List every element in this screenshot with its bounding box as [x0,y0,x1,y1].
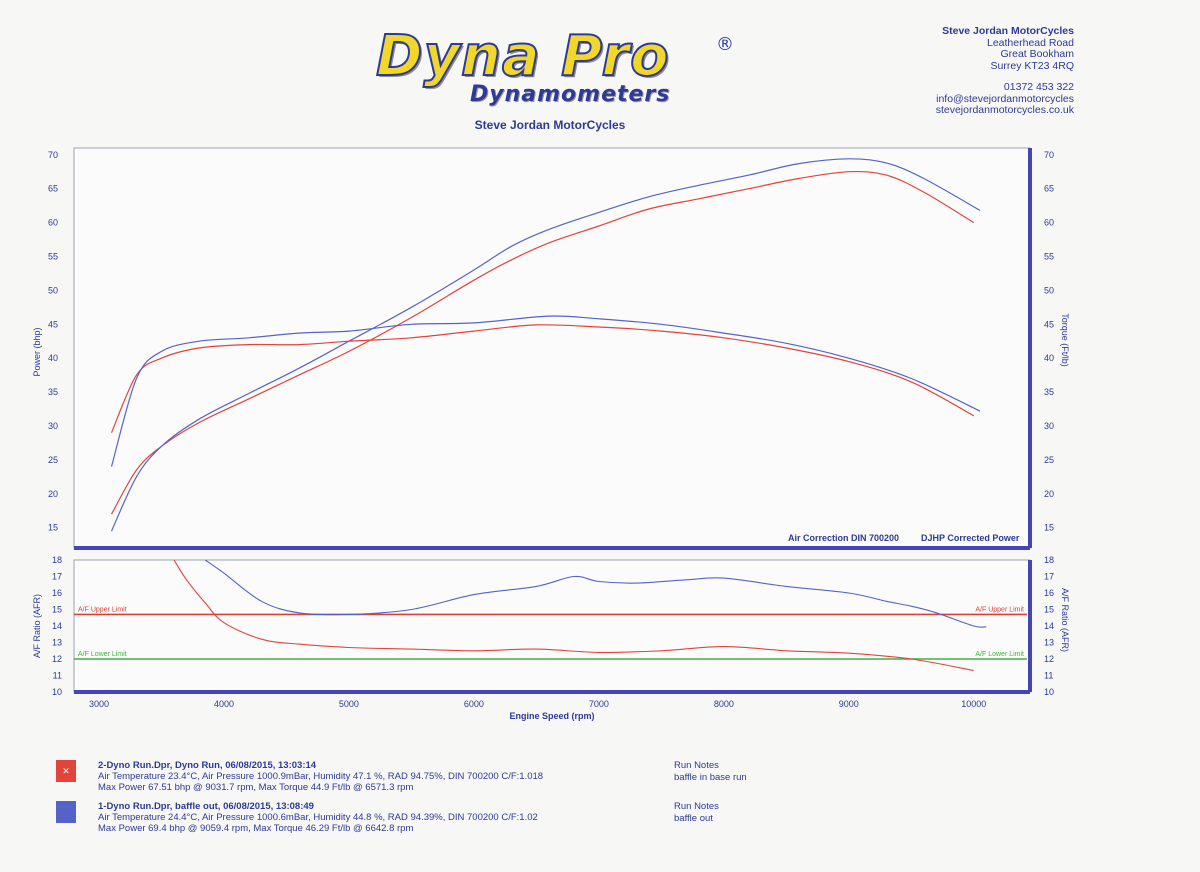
address-block: Steve Jordan MotorCycles Leatherhead Roa… [935,25,1074,117]
power-axis-label: Power (bhp) [32,327,42,376]
afr-tick-label: 18 [52,555,62,565]
address-line1: Leatherhead Road [987,36,1074,49]
power-panel-frame [73,147,1031,549]
afr-tick-label-right: 14 [1044,621,1054,631]
torque-axis-label: Torque (Ft/lb) [1060,313,1070,367]
blue-run-power-curve [110,158,981,532]
torque-tick-label: 45 [1044,319,1054,329]
blue-run-notes: baffle out [674,813,713,824]
address-email: info@stevejordanmotorcycles [936,92,1074,105]
torque-tick-label: 60 [1044,218,1054,228]
red-run-max: Max Power 67.51 bhp @ 9031.7 rpm, Max To… [98,782,414,793]
torque-tick-label: 40 [1044,353,1054,363]
blue-run-title: 1-Dyno Run.Dpr, baffle out, 06/08/2015, … [98,801,314,812]
power-tick-label: 15 [48,523,58,533]
power-tick-label: 65 [48,184,58,194]
torque-tick-label: 15 [1044,523,1054,533]
report-subtitle: Steve Jordan MotorCycles [474,118,626,132]
afr-lower-limit-label: A/F Lower Limit [78,651,127,658]
red-run-afr-curve [173,560,974,672]
red-run-notes-label: Run Notes [674,760,719,771]
afr-tick-label-right: 15 [1044,605,1054,615]
address-line3: Surrey KT23 4RQ [990,59,1074,72]
rpm-tick-label: 9000 [839,699,859,709]
afr-tick-label-right: 18 [1044,555,1054,565]
corrected-power-note: DJHP Corrected Power [921,533,1020,543]
afr-tick-label: 16 [52,588,62,598]
address-phone: 01372 453 322 [1003,81,1074,93]
red-run-swatch: ✕ [56,760,76,782]
rpm-tick-label: 3000 [89,699,109,709]
rpm-tick-label: 8000 [714,699,734,709]
torque-tick-label: 55 [1044,251,1054,261]
afr-tick-label: 15 [52,605,62,615]
afr-panel-frame [73,559,1031,693]
power-tick-label: 35 [48,387,58,397]
torque-tick-label: 50 [1044,285,1054,295]
afr-tick-label-right: 12 [1044,654,1054,664]
power-tick-label: 40 [48,353,58,363]
power-tick-label: 55 [48,251,58,261]
afr-tick-label: 10 [52,687,62,697]
power-tick-label: 30 [48,421,58,431]
afr-tick-label-right: 16 [1044,588,1054,598]
afr-tick-label-right: 11 [1044,671,1053,681]
afr-lower-limit-label: A/F Lower Limit [975,651,1024,658]
torque-tick-label: 20 [1044,489,1054,499]
afr-tick-label: 11 [53,671,62,681]
torque-tick-label: 70 [1044,150,1054,160]
power-tick-label: 20 [48,489,58,499]
afr-upper-limit-label: A/F Upper Limit [975,606,1024,613]
rpm-tick-label: 4000 [214,699,234,709]
address-line2: Great Bookham [1000,48,1074,60]
torque-tick-label: 25 [1044,455,1054,465]
afr-tick-label: 17 [52,572,62,582]
red-run-notes: baffle in base run [674,772,747,783]
torque-tick-label: 30 [1044,421,1054,431]
logo-subtitle: Dynamometers [470,82,671,107]
rpm-tick-label: 6000 [464,699,484,709]
red-run-title: 2-Dyno Run.Dpr, Dyno Run, 06/08/2015, 13… [98,760,317,771]
torque-tick-label: 65 [1044,184,1054,194]
afr-axis-label-right: A/F Ratio (AFR) [1060,588,1070,652]
blue-run-swatch [56,801,76,823]
address-web: stevejordanmotorcycles.co.uk [935,104,1074,116]
rpm-tick-label: 7000 [589,699,609,709]
blue-run-notes-label: Run Notes [674,801,719,812]
logo-main-text: Dyna Pro [375,23,670,90]
red-run-conditions: Air Temperature 23.4°C, Air Pressure 100… [98,771,544,782]
air-correction-note: Air Correction DIN 700200 [788,533,899,543]
rpm-tick-label: 5000 [339,699,359,709]
blue-run-afr-curve [204,560,987,628]
afr-tick-label: 12 [52,654,62,664]
power-tick-label: 25 [48,455,58,465]
afr-tick-label-right: 13 [1044,638,1054,648]
red-run-power-curve [110,170,975,515]
power-tick-label: 60 [48,218,58,228]
power-tick-label: 45 [48,319,58,329]
afr-tick-label-right: 10 [1044,687,1054,697]
torque-tick-label: 35 [1044,387,1054,397]
power-tick-label: 50 [48,285,58,295]
rpm-tick-label: 10000 [961,699,986,709]
logo-registered-mark: ® [716,34,734,55]
blue-run-max: Max Power 69.4 bhp @ 9059.4 rpm, Max Tor… [98,823,414,834]
afr-axis-label: A/F Ratio (AFR) [32,594,42,658]
red-run-torque-curve [110,324,975,433]
afr-upper-limit-label: A/F Upper Limit [78,606,127,613]
dynapro-logo: Dyna Pro ® Dynamometers [360,23,760,114]
afr-tick-label-right: 17 [1044,572,1054,582]
afr-tick-label: 13 [52,638,62,648]
blue-run-conditions: Air Temperature 24.4°C, Air Pressure 100… [98,812,538,823]
afr-tick-label: 14 [52,621,62,631]
power-tick-label: 70 [48,150,58,160]
x-axis-label: Engine Speed (rpm) [509,711,594,721]
blue-run-torque-curve [110,315,981,467]
address-company: Steve Jordan MotorCycles [942,25,1074,37]
